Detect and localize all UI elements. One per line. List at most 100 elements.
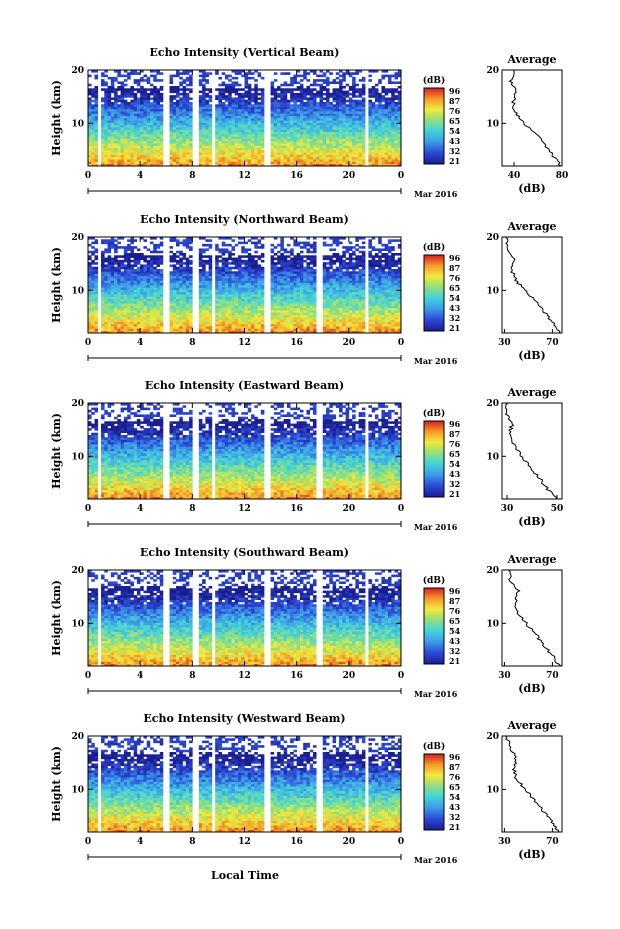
heatmap-cell: [378, 154, 382, 158]
heatmap-cell: [169, 74, 174, 78]
heatmap-cell: [237, 136, 242, 139]
heatmap-cell: [185, 122, 190, 126]
x-tick-label: 8: [189, 171, 195, 181]
heatmap-cell: [104, 250, 108, 254]
heatmap-cell: [91, 156, 95, 160]
heatmap-cell: [88, 314, 92, 318]
heatmap-cell: [251, 131, 255, 135]
heatmap-cell: [237, 111, 242, 114]
heatmap-cell: [270, 271, 275, 274]
heatmap-cell: [260, 76, 265, 80]
heatmap-cell: [254, 326, 258, 329]
heatmap-cell: [384, 102, 389, 105]
heatmap-cell: [361, 86, 366, 89]
heatmap-cell: [221, 97, 226, 101]
heatmap-cell: [189, 159, 193, 162]
heatmap-cell: [312, 140, 317, 144]
heatmap-cell: [198, 83, 203, 87]
heatmap-cell: [176, 129, 180, 133]
heatmap-cell: [104, 92, 108, 96]
heatmap-cell: [176, 317, 180, 320]
heatmap-cell: [342, 129, 346, 133]
heatmap-cell: [312, 70, 317, 73]
heatmap-cell: [91, 326, 95, 329]
heatmap-cell: [293, 92, 297, 96]
heatmap-cell: [355, 72, 359, 75]
heatmap-cell: [339, 131, 343, 135]
heatmap-cell: [104, 159, 108, 162]
heatmap-cell: [156, 152, 161, 155]
heatmap-cell: [88, 138, 92, 142]
heatmap-cell: [156, 127, 161, 130]
heatmap-cell: [202, 70, 206, 73]
heatmap-cell: [312, 129, 317, 133]
heatmap-cell: [394, 163, 399, 167]
heatmap-cell: [394, 143, 399, 146]
heatmap-cell: [149, 303, 154, 306]
heatmap-cell: [179, 150, 183, 153]
heatmap-cell: [247, 90, 252, 94]
heatmap-cell: [224, 95, 229, 98]
heatmap-cell: [198, 161, 203, 165]
heatmap-cell: [254, 294, 258, 297]
heatmap-cell: [189, 282, 193, 286]
heatmap-cell: [91, 115, 95, 119]
heatmap-cell: [182, 289, 187, 293]
heatmap-cell: [348, 152, 353, 155]
heatmap-cell: [107, 124, 112, 128]
heatmap-cell: [189, 298, 193, 302]
heatmap-cell: [218, 143, 222, 146]
heatmap-cell: [391, 124, 395, 128]
heatmap-cell: [231, 88, 236, 91]
heatmap-cell: [143, 273, 147, 277]
heatmap-cell: [176, 90, 180, 94]
heatmap-cell: [329, 108, 333, 112]
heatmap-cell: [247, 159, 252, 162]
heatmap-cell: [208, 131, 213, 135]
heatmap-cell: [149, 278, 154, 281]
heatmap-cell: [110, 289, 115, 293]
heatmap-cell: [172, 163, 177, 167]
heatmap-cell: [123, 248, 128, 252]
heatmap-cell: [176, 301, 180, 304]
heatmap-cell: [91, 298, 95, 302]
heatmap-cell: [104, 321, 108, 325]
heatmap-cell: [228, 275, 232, 279]
heatmap-cell: [234, 291, 239, 295]
heatmap-cell: [172, 161, 177, 165]
heatmap-cell: [397, 143, 402, 146]
heatmap-cell: [140, 102, 144, 105]
heatmap-cell: [101, 301, 105, 304]
heatmap-cell: [335, 81, 340, 85]
heatmap-cell: [149, 129, 154, 133]
heatmap-cell: [244, 95, 249, 98]
heatmap-cell: [228, 257, 232, 261]
heatmap-cell: [182, 301, 187, 304]
heatmap-cell: [198, 81, 203, 85]
heatmap-cell: [251, 307, 255, 311]
heatmap-cell: [140, 303, 144, 306]
heatmap-cell: [88, 120, 92, 123]
heatmap-cell: [247, 278, 252, 281]
heatmap-cell: [107, 241, 112, 245]
heatmap-cell: [247, 120, 252, 123]
heatmap-cell: [179, 319, 183, 322]
heatmap-cell: [228, 136, 232, 139]
heatmap-cell: [146, 136, 151, 139]
heatmap-cell: [117, 328, 121, 332]
heatmap-cell: [270, 319, 275, 322]
heatmap-cell: [114, 296, 118, 300]
heatmap-cell: [215, 134, 219, 137]
heatmap-cell: [169, 150, 174, 153]
heatmap-cell: [172, 136, 177, 139]
heatmap-cell: [202, 143, 206, 146]
heatmap-cell: [247, 328, 252, 332]
heatmap-cell: [361, 120, 366, 123]
heatmap-cell: [312, 131, 317, 135]
heatmap-cell: [260, 124, 265, 128]
heatmap-cell: [202, 259, 206, 263]
heatmap-cell: [270, 307, 275, 311]
heatmap-cell: [133, 275, 138, 279]
heatmap-cell: [218, 255, 222, 258]
heatmap-cell: [355, 159, 359, 162]
